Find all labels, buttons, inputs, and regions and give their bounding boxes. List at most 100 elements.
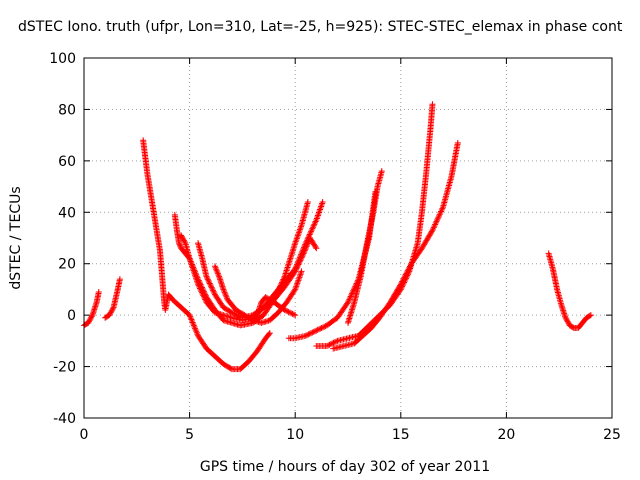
data-point-marker bbox=[302, 332, 309, 339]
data-point-marker bbox=[199, 290, 206, 297]
data-point-marker bbox=[563, 316, 570, 322]
data-point-marker bbox=[310, 222, 317, 229]
data-point-marker bbox=[404, 268, 411, 275]
y-tick-label: 80 bbox=[58, 102, 76, 118]
data-point-marker bbox=[201, 295, 208, 302]
data-point-marker bbox=[429, 101, 436, 108]
data-series bbox=[81, 101, 594, 373]
data-point-marker bbox=[309, 329, 316, 336]
data-point-marker bbox=[108, 308, 115, 315]
data-point-marker bbox=[179, 235, 186, 241]
data-point-marker bbox=[399, 277, 406, 284]
data-point-marker bbox=[438, 208, 445, 215]
data-point-marker bbox=[313, 327, 320, 334]
data-point-marker bbox=[208, 284, 215, 291]
data-point-marker bbox=[194, 331, 201, 338]
data-point-marker bbox=[429, 227, 436, 234]
data-point-marker bbox=[323, 343, 330, 349]
data-point-marker bbox=[192, 325, 199, 332]
data-point-marker bbox=[404, 267, 411, 274]
data-point-marker bbox=[302, 244, 309, 251]
series-arc bbox=[249, 294, 299, 324]
data-point-marker bbox=[432, 221, 439, 228]
data-point-marker bbox=[107, 309, 114, 316]
data-point-marker bbox=[214, 269, 221, 276]
data-point-marker bbox=[206, 280, 213, 287]
data-point-marker bbox=[317, 325, 324, 332]
data-point-marker bbox=[402, 271, 409, 278]
data-point-marker bbox=[296, 258, 303, 265]
data-point-marker bbox=[284, 308, 291, 315]
data-point-marker bbox=[298, 255, 305, 262]
data-point-marker bbox=[431, 222, 438, 229]
data-point-marker bbox=[315, 326, 322, 333]
data-point-marker bbox=[428, 228, 435, 235]
data-point-marker bbox=[187, 313, 194, 320]
data-point-marker bbox=[86, 317, 93, 324]
data-point-marker bbox=[318, 325, 325, 331]
y-tick-label: 20 bbox=[58, 257, 76, 273]
data-point-marker bbox=[330, 339, 337, 346]
y-tick-label: 60 bbox=[58, 154, 76, 170]
data-point-marker bbox=[209, 287, 216, 294]
grid bbox=[84, 58, 612, 418]
data-point-marker bbox=[198, 288, 205, 295]
data-point-marker bbox=[193, 329, 200, 336]
plot-frame bbox=[83, 57, 613, 419]
data-point-marker bbox=[406, 264, 413, 271]
data-point-marker bbox=[193, 328, 200, 335]
data-point-marker bbox=[345, 299, 351, 306]
y-tick-label: 0 bbox=[67, 308, 76, 324]
data-point-marker bbox=[176, 240, 183, 247]
y-tick-label: 100 bbox=[49, 51, 76, 67]
data-point-marker bbox=[432, 220, 439, 227]
data-point-marker bbox=[292, 268, 299, 275]
data-point-marker bbox=[303, 243, 310, 250]
data-point-marker bbox=[202, 296, 209, 303]
data-point-marker bbox=[215, 272, 222, 279]
data-point-marker bbox=[227, 365, 234, 372]
data-point-marker bbox=[281, 307, 288, 313]
series-arc bbox=[195, 235, 320, 321]
data-point-marker bbox=[266, 331, 273, 338]
data-point-marker bbox=[306, 330, 313, 337]
data-point-marker bbox=[85, 319, 92, 326]
data-point-marker bbox=[309, 225, 316, 232]
data-point-marker bbox=[308, 227, 315, 234]
data-point-marker bbox=[298, 268, 305, 275]
data-point-marker bbox=[304, 199, 311, 205]
data-point-marker bbox=[230, 310, 237, 317]
data-point-marker bbox=[186, 312, 193, 319]
data-point-marker bbox=[312, 328, 318, 335]
data-point-marker bbox=[211, 290, 218, 297]
data-point-marker bbox=[326, 341, 333, 348]
data-point-marker bbox=[109, 305, 116, 312]
data-point-marker bbox=[88, 313, 95, 320]
data-point-marker bbox=[437, 209, 444, 216]
data-point-marker bbox=[587, 312, 594, 319]
series-arc bbox=[81, 289, 102, 329]
data-point-marker bbox=[314, 326, 321, 333]
data-point-marker bbox=[434, 217, 441, 224]
data-point-marker bbox=[397, 282, 404, 289]
data-point-marker bbox=[296, 260, 303, 267]
x-tick-label: 25 bbox=[603, 427, 621, 443]
data-point-marker bbox=[195, 282, 202, 289]
data-point-marker bbox=[210, 288, 217, 295]
data-point-marker bbox=[197, 286, 204, 293]
data-point-marker bbox=[213, 267, 220, 274]
data-point-marker bbox=[196, 285, 203, 292]
data-point-marker bbox=[190, 322, 197, 329]
data-point-marker bbox=[430, 224, 437, 231]
data-point-marker bbox=[312, 219, 318, 226]
data-point-marker bbox=[311, 221, 318, 228]
data-point-marker bbox=[87, 316, 94, 322]
data-point-marker bbox=[295, 261, 302, 268]
data-point-marker bbox=[180, 236, 187, 243]
x-tick-label: 15 bbox=[392, 427, 410, 443]
data-point-marker bbox=[178, 233, 185, 240]
data-point-marker bbox=[312, 218, 319, 225]
data-point-marker bbox=[454, 139, 461, 146]
data-point-marker bbox=[228, 309, 235, 316]
